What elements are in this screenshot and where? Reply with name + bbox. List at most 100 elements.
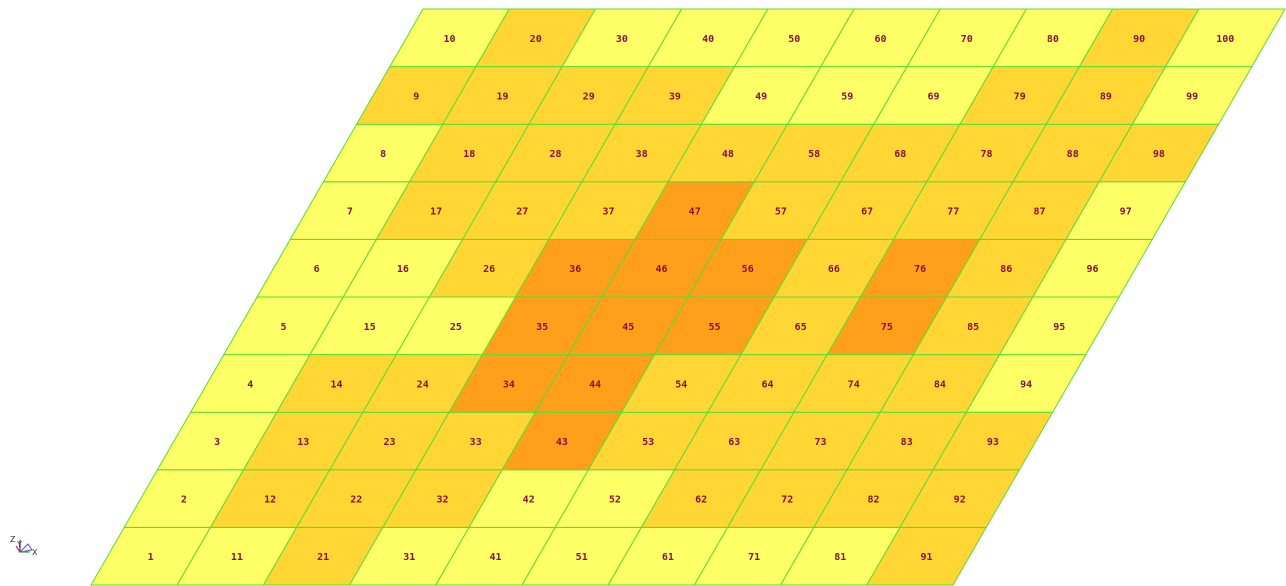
element-label-85: 85 <box>967 322 979 333</box>
element-label-8: 8 <box>380 149 386 160</box>
element-label-96: 96 <box>1086 264 1098 275</box>
element-label-20: 20 <box>530 34 542 45</box>
element-label-41: 41 <box>489 552 501 563</box>
element-label-72: 72 <box>781 495 793 506</box>
element-label-17: 17 <box>430 207 442 218</box>
element-label-95: 95 <box>1053 322 1065 333</box>
element-label-83: 83 <box>901 437 913 448</box>
element-label-91: 91 <box>920 552 932 563</box>
element-label-58: 58 <box>808 149 820 160</box>
element-label-35: 35 <box>536 322 548 333</box>
triad-x-label: X <box>32 548 38 557</box>
element-label-29: 29 <box>583 91 595 102</box>
element-label-54: 54 <box>675 379 687 390</box>
element-label-80: 80 <box>1047 34 1059 45</box>
element-label-64: 64 <box>761 379 773 390</box>
element-label-33: 33 <box>470 437 482 448</box>
element-label-14: 14 <box>330 379 342 390</box>
mesh-elements-layer <box>90 8 1286 586</box>
element-label-76: 76 <box>914 264 926 275</box>
element-label-68: 68 <box>894 149 906 160</box>
element-label-34: 34 <box>503 379 515 390</box>
element-label-36: 36 <box>569 264 581 275</box>
element-label-39: 39 <box>669 91 681 102</box>
element-label-48: 48 <box>722 149 734 160</box>
element-label-5: 5 <box>280 322 286 333</box>
element-label-7: 7 <box>347 207 353 218</box>
element-label-13: 13 <box>297 437 309 448</box>
element-label-88: 88 <box>1067 149 1079 160</box>
element-label-89: 89 <box>1100 91 1112 102</box>
element-label-94: 94 <box>1020 379 1032 390</box>
element-label-46: 46 <box>655 264 667 275</box>
element-label-21: 21 <box>317 552 329 563</box>
mesh-element-100[interactable] <box>1164 8 1286 68</box>
element-label-45: 45 <box>622 322 634 333</box>
element-label-52: 52 <box>609 495 621 506</box>
element-label-22: 22 <box>350 495 362 506</box>
element-label-6: 6 <box>314 264 320 275</box>
element-label-38: 38 <box>636 149 648 160</box>
triad-z-label: Z <box>10 535 16 544</box>
element-label-53: 53 <box>642 437 654 448</box>
element-label-97: 97 <box>1120 207 1132 218</box>
element-labels-layer: 1234567891011121314151617181920212223242… <box>148 34 1235 563</box>
element-label-44: 44 <box>589 379 601 390</box>
element-label-98: 98 <box>1153 149 1165 160</box>
element-label-100: 100 <box>1216 34 1234 45</box>
element-label-30: 30 <box>616 34 628 45</box>
element-label-15: 15 <box>364 322 376 333</box>
element-label-77: 77 <box>947 207 959 218</box>
element-label-9: 9 <box>413 91 419 102</box>
element-label-10: 10 <box>443 34 455 45</box>
element-label-26: 26 <box>483 264 495 275</box>
element-label-60: 60 <box>874 34 886 45</box>
element-label-3: 3 <box>214 437 220 448</box>
element-label-23: 23 <box>383 437 395 448</box>
element-label-16: 16 <box>397 264 409 275</box>
element-label-74: 74 <box>848 379 860 390</box>
element-label-59: 59 <box>841 91 853 102</box>
element-label-87: 87 <box>1033 207 1045 218</box>
element-label-92: 92 <box>954 495 966 506</box>
triad-plane-icon <box>18 543 33 553</box>
element-label-55: 55 <box>708 322 720 333</box>
element-label-57: 57 <box>775 207 787 218</box>
element-label-67: 67 <box>861 207 873 218</box>
element-label-90: 90 <box>1133 34 1145 45</box>
element-label-47: 47 <box>689 207 701 218</box>
element-label-50: 50 <box>788 34 800 45</box>
element-label-42: 42 <box>523 495 535 506</box>
element-label-86: 86 <box>1000 264 1012 275</box>
element-label-12: 12 <box>264 495 276 506</box>
element-label-99: 99 <box>1186 91 1198 102</box>
element-label-93: 93 <box>987 437 999 448</box>
element-label-78: 78 <box>980 149 992 160</box>
element-label-4: 4 <box>247 379 253 390</box>
element-label-69: 69 <box>927 91 939 102</box>
element-label-70: 70 <box>961 34 973 45</box>
element-label-81: 81 <box>834 552 846 563</box>
element-label-27: 27 <box>516 207 528 218</box>
element-label-56: 56 <box>742 264 754 275</box>
element-label-25: 25 <box>450 322 462 333</box>
triad-y-label: Y <box>16 540 22 549</box>
element-label-79: 79 <box>1014 91 1026 102</box>
element-label-43: 43 <box>556 437 568 448</box>
element-label-66: 66 <box>828 264 840 275</box>
element-label-40: 40 <box>702 34 714 45</box>
element-label-37: 37 <box>602 207 614 218</box>
element-label-84: 84 <box>934 379 946 390</box>
element-label-73: 73 <box>814 437 826 448</box>
element-label-19: 19 <box>496 91 508 102</box>
element-label-1: 1 <box>148 552 154 563</box>
element-label-32: 32 <box>436 495 448 506</box>
triad-y-axis-icon <box>15 545 21 553</box>
axis-triad: Z Y X <box>10 535 38 557</box>
element-label-63: 63 <box>728 437 740 448</box>
element-label-11: 11 <box>231 552 243 563</box>
element-label-51: 51 <box>576 552 588 563</box>
element-label-62: 62 <box>695 495 707 506</box>
